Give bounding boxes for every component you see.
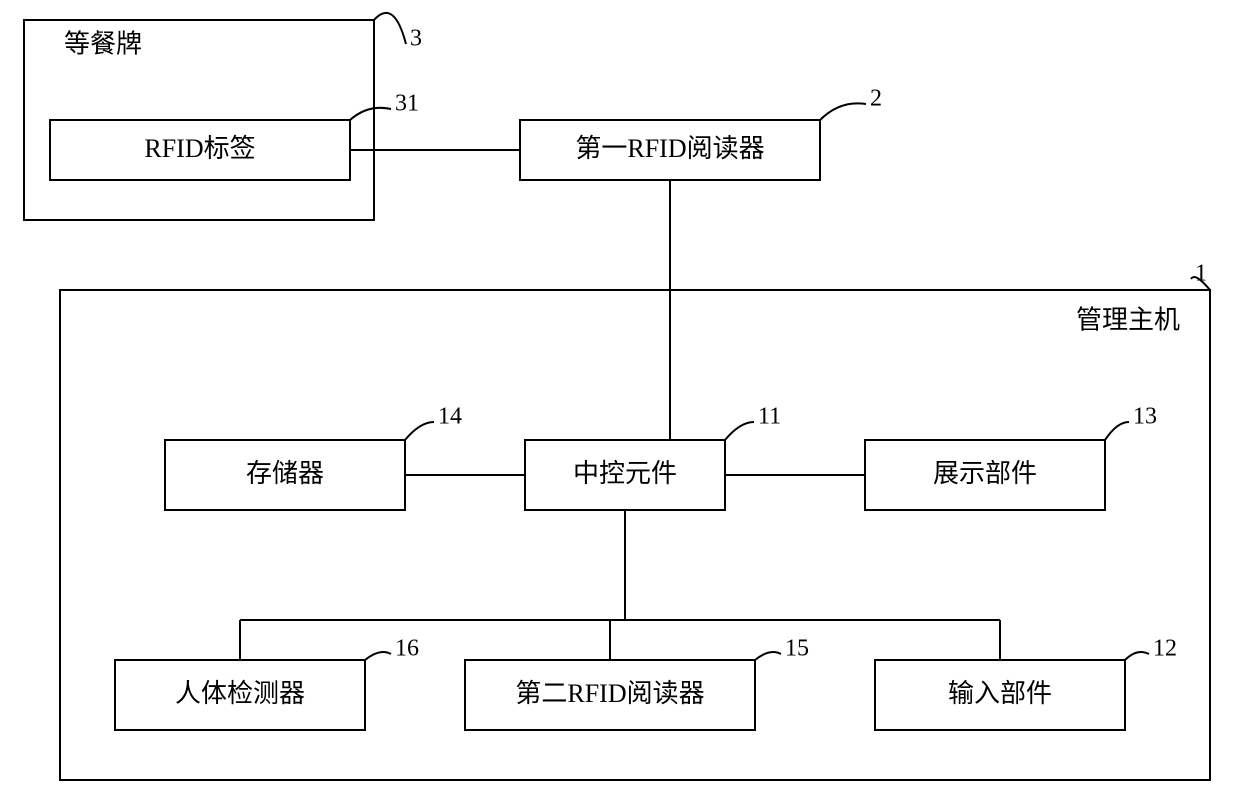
callout-lead-2 [820, 103, 866, 120]
rfid_reader2-label: 第二RFID阅读器 [515, 679, 704, 708]
rfid_reader1-label: 第一RFID阅读器 [575, 134, 764, 163]
body_detector-label: 人体检测器 [175, 679, 305, 708]
callout-num-4: 14 [438, 404, 462, 430]
callout-num-8: 15 [785, 636, 809, 662]
callout-num-1: 31 [395, 91, 419, 117]
input_part-label: 输入部件 [948, 679, 1052, 708]
rfid_tag-label: RFID标签 [144, 134, 255, 163]
storage-label: 存储器 [246, 459, 324, 488]
display-label: 展示部件 [933, 459, 1037, 488]
callout-lead-0 [374, 13, 406, 44]
callout-num-9: 12 [1153, 636, 1177, 662]
callout-num-6: 13 [1133, 404, 1157, 430]
callout-num-2: 2 [870, 86, 882, 112]
controller-label: 中控元件 [573, 459, 677, 488]
callout-num-5: 11 [758, 404, 781, 430]
callout-num-0: 3 [410, 26, 422, 52]
mgmt_host-group-label: 管理主机 [1076, 305, 1180, 334]
callout-num-7: 16 [395, 636, 419, 662]
callout-num-3: 1 [1195, 261, 1207, 287]
waiting_card-group-label: 等餐牌 [64, 29, 142, 58]
